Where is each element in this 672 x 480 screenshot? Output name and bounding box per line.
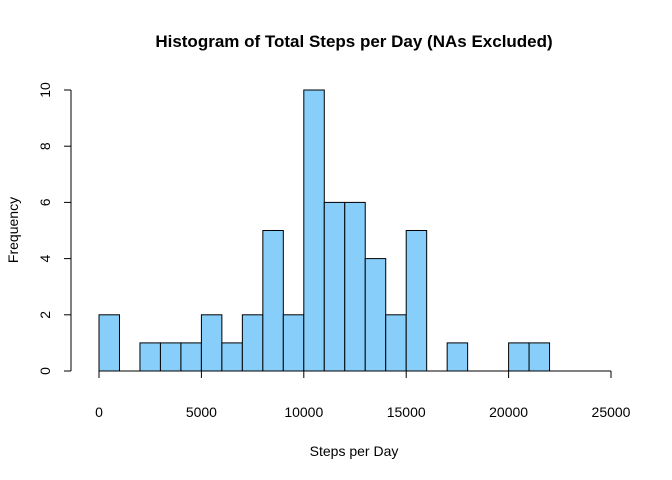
histogram-bar	[180, 342, 202, 372]
histogram-bar	[303, 89, 325, 372]
y-axis-label: Frequency	[5, 197, 21, 263]
x-tick-label: 0	[95, 404, 103, 420]
histogram-bar	[139, 342, 161, 372]
histogram-bar	[364, 258, 387, 372]
histogram-bar	[508, 342, 530, 372]
y-tick-label: 8	[37, 142, 53, 150]
histogram-bar	[262, 230, 284, 372]
y-tick-label: 0	[37, 367, 53, 375]
histogram-bar	[385, 314, 407, 372]
chart-title: Histogram of Total Steps per Day (NAs Ex…	[155, 32, 552, 51]
histogram-bar	[405, 230, 428, 372]
histogram-bar	[159, 342, 182, 372]
x-tick-label: 20000	[489, 404, 528, 420]
x-tick-label: 15000	[387, 404, 426, 420]
histogram-bar	[221, 342, 243, 372]
histogram-bar	[344, 201, 366, 372]
y-tick-label: 6	[37, 198, 53, 206]
histogram-bar	[241, 314, 264, 372]
y-tick-label: 2	[37, 311, 53, 319]
y-tick-label: 4	[37, 254, 53, 262]
histogram-bar	[323, 201, 346, 372]
histogram-bar	[446, 342, 469, 372]
x-axis-label: Steps per Day	[310, 443, 399, 459]
x-axis: 0 5000 10000 15000 20000 25000	[95, 370, 631, 420]
y-axis: 0 2 4 6 8 10	[37, 82, 72, 375]
histogram-bar	[98, 314, 120, 372]
x-tick-label: 5000	[186, 404, 217, 420]
histogram-bar	[528, 342, 551, 372]
histogram-bar	[200, 314, 223, 372]
x-tick-label: 25000	[592, 404, 631, 420]
histogram-bar	[282, 314, 305, 372]
x-tick-label: 10000	[284, 404, 323, 420]
bars-group	[98, 89, 551, 372]
y-tick-label: 10	[37, 82, 53, 98]
